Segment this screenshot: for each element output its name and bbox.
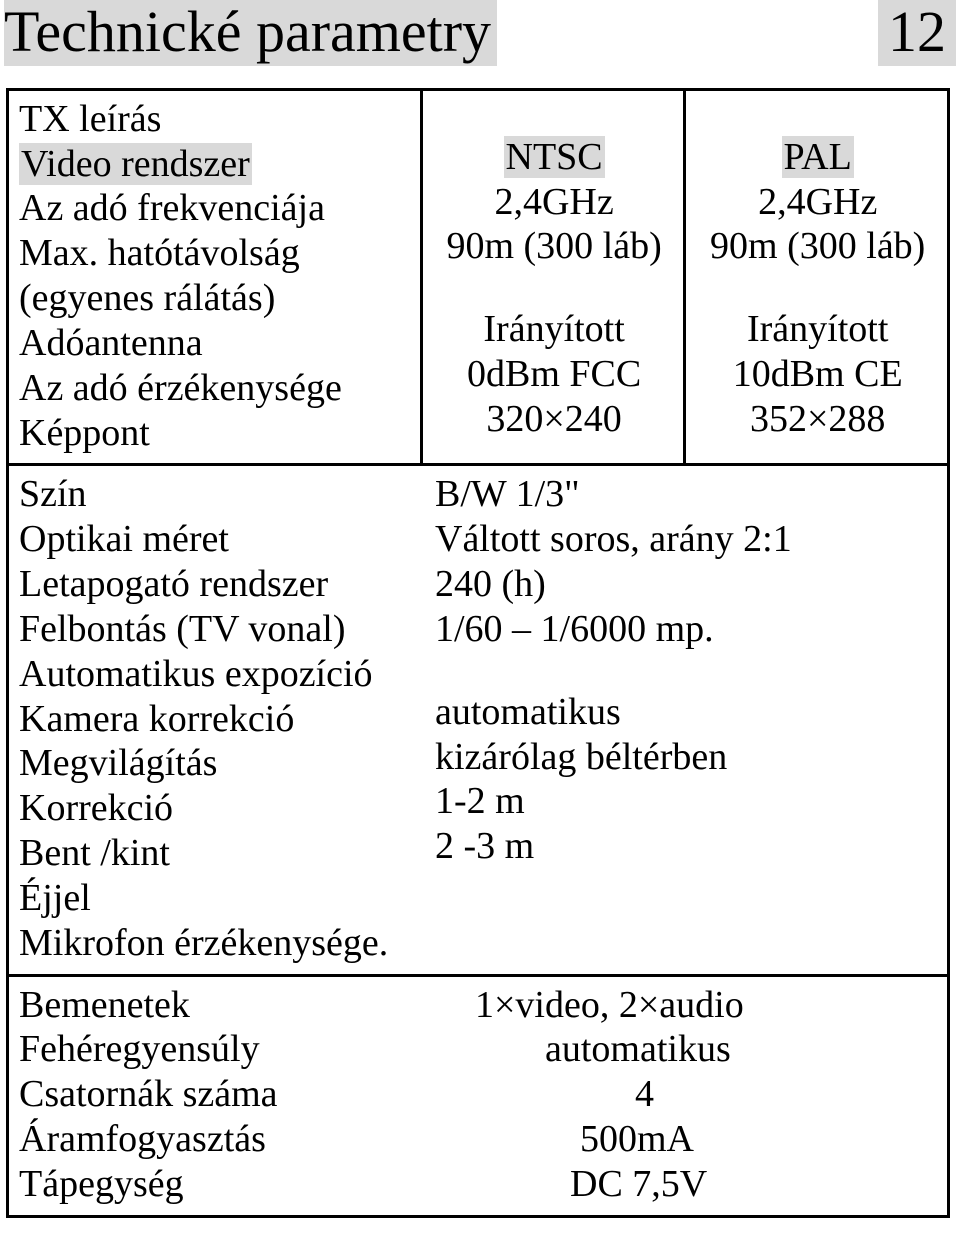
page-number: 12: [878, 0, 956, 66]
val-optical: Váltott soros, arány 2:1: [435, 517, 939, 562]
label-inputs: Bemenetek: [19, 983, 435, 1028]
label-tx-freq: Az adó frekvenciája: [19, 186, 412, 231]
val-wb: automatikus: [435, 1027, 939, 1072]
label-corr: Korrekció: [19, 786, 435, 831]
mid-cell: Szín Optikai méret Letapogató rendszer F…: [8, 465, 949, 975]
val-res: 1/60 – 1/6000 mp.: [435, 607, 939, 652]
ntsc-sens: 0dBm FCC: [433, 352, 676, 397]
pal-antenna: Irányított: [696, 307, 939, 352]
val-illum: kizárólag béltérben: [435, 735, 939, 780]
label-tx-sens: Az adó érzékenysége: [19, 366, 412, 411]
pal-pixel: 352×288: [696, 397, 939, 442]
tx-labels-cell: TX leírás Video rendszer Az adó frekvenc…: [8, 89, 422, 465]
val-corr: 1-2 m: [435, 779, 939, 824]
label-ae: Automatikus expozíció: [19, 652, 435, 697]
label-optical: Optikai méret: [19, 517, 435, 562]
label-los: (egyenes rálátás): [19, 276, 412, 321]
val-cam-corr: automatikus: [435, 690, 939, 735]
bot-cell: Bemenetek Fehéregyensúly Csatornák száma…: [8, 975, 949, 1216]
label-pixel: Képpont: [19, 411, 412, 456]
label-psu: Tápegység: [19, 1162, 435, 1207]
label-mic: Mikrofon érzékenysége.: [19, 921, 435, 966]
val-scan: 240 (h): [435, 562, 939, 607]
val-psu: DC 7,5V: [435, 1162, 939, 1207]
pal-range: 90m (300 láb): [696, 224, 939, 269]
label-antenna: Adóantenna: [19, 321, 412, 366]
label-video-system: Video rendszer: [19, 143, 252, 185]
label-illum: Megvilágítás: [19, 741, 435, 786]
page-title: Technické parametry: [4, 0, 497, 66]
val-inout: 2 -3 m: [435, 824, 939, 869]
label-cam-corr: Kamera korrekció: [19, 697, 435, 742]
ntsc-range: 90m (300 láb): [433, 224, 676, 269]
label-wb: Fehéregyensúly: [19, 1027, 435, 1072]
val-power: 500mA: [435, 1117, 939, 1162]
label-max-range: Max. hatótávolság: [19, 231, 412, 276]
pal-sens: 10dBm CE: [696, 352, 939, 397]
val-inputs: 1×video, 2×audio: [435, 983, 939, 1028]
pal-name: PAL: [782, 136, 854, 178]
pal-cell: PAL 2,4GHz 90m (300 láb) Irányított 10dB…: [685, 89, 949, 465]
pal-freq: 2,4GHz: [696, 180, 939, 225]
label-power: Áramfogyasztás: [19, 1117, 435, 1162]
ntsc-antenna: Irányított: [433, 307, 676, 352]
val-color: B/W 1/3": [435, 472, 939, 517]
spec-table: TX leírás Video rendszer Az adó frekvenc…: [6, 88, 950, 1218]
label-inout: Bent /kint: [19, 831, 435, 876]
val-channels: 4: [435, 1072, 939, 1117]
page-header: Technické parametry 12: [4, 0, 956, 66]
ntsc-pixel: 320×240: [433, 397, 676, 442]
label-night: Éjjel: [19, 876, 435, 921]
ntsc-name: NTSC: [504, 136, 605, 178]
label-tx: TX leírás: [19, 97, 412, 142]
ntsc-cell: NTSC 2,4GHz 90m (300 láb) Irányított 0dB…: [421, 89, 685, 465]
label-res: Felbontás (TV vonal): [19, 607, 435, 652]
ntsc-freq: 2,4GHz: [433, 180, 676, 225]
label-scan: Letapogató rendszer: [19, 562, 435, 607]
label-color: Szín: [19, 472, 435, 517]
label-channels: Csatornák száma: [19, 1072, 435, 1117]
